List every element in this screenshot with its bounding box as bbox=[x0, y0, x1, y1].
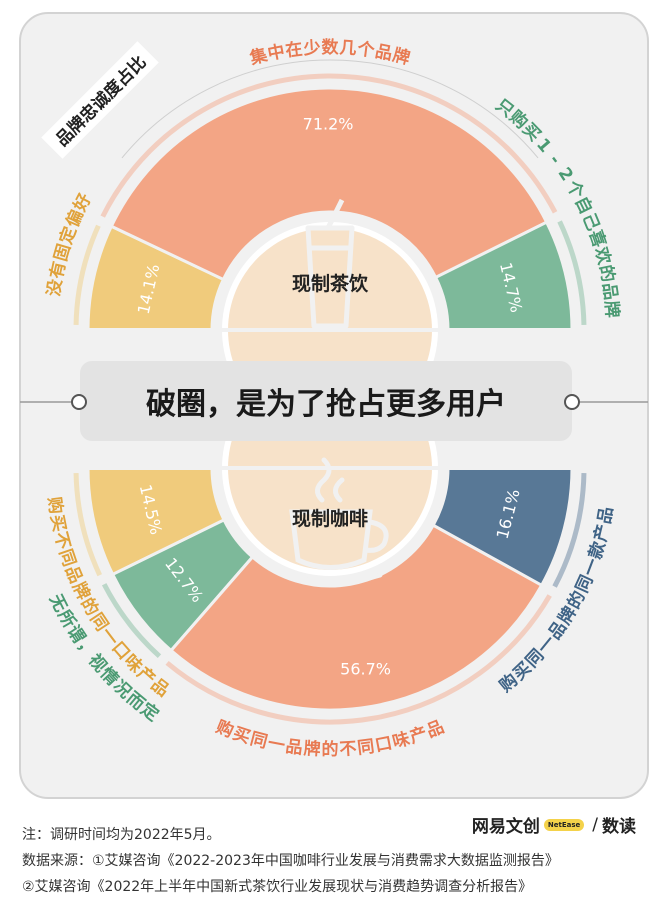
tea-cup-icon bbox=[305, 198, 355, 329]
category-label-char: 同 bbox=[55, 547, 79, 570]
category-label-char: 品 bbox=[598, 282, 620, 302]
category-label-char: 同 bbox=[356, 737, 375, 759]
category-label-char: 买 bbox=[230, 724, 252, 748]
category-label-char: 品 bbox=[61, 563, 86, 586]
coffee-value-label: 56.7% bbox=[340, 659, 391, 678]
category-label-char: 中 bbox=[266, 41, 287, 65]
coffee-center-label: 现制咖啡 bbox=[292, 507, 368, 530]
category-label-char: 购 bbox=[43, 496, 66, 516]
category-label-char: 个 bbox=[355, 38, 377, 61]
category-label-char: 有 bbox=[46, 259, 70, 280]
category-label-char: 买 bbox=[46, 513, 69, 534]
category-label-char: 品 bbox=[595, 505, 618, 525]
brand-name-1: 网易文创 bbox=[471, 817, 540, 837]
guide-arc bbox=[552, 473, 587, 588]
guide-arc bbox=[101, 583, 162, 659]
headline-banner: 破圈，是为了抢占更多用户 bbox=[80, 361, 572, 441]
category-label-char: 牌 bbox=[390, 44, 412, 69]
footer-note: 注：调研时间均为2022年5月。 bbox=[22, 827, 221, 843]
category-label-char: 数 bbox=[322, 37, 340, 58]
category-label-char: 喜 bbox=[585, 228, 609, 251]
category-label-char: 偏 bbox=[62, 207, 88, 231]
category-label-char: 同 bbox=[572, 572, 597, 596]
category-label-char: 一 bbox=[266, 733, 286, 756]
brand-mid: NetEase bbox=[543, 818, 585, 831]
category-label-char: 牌 bbox=[303, 738, 321, 760]
category-label-char: 款 bbox=[585, 538, 610, 561]
category-label-char: 欢 bbox=[590, 244, 615, 268]
category-label-char: 几 bbox=[339, 38, 357, 59]
footer-source-2: ②艾媒咨询《2022年上半年中国新式茶饮行业发展现状与消费趋势调查分析报告》 bbox=[22, 879, 533, 895]
headline-text: 破圈，是为了抢占更多用户 bbox=[146, 387, 506, 422]
category-label-char: 品 bbox=[424, 717, 447, 742]
category-label-char: 的 bbox=[322, 739, 339, 760]
category-label-char: 产 bbox=[407, 723, 430, 748]
guide-arc bbox=[100, 73, 558, 218]
category-label-char: 品 bbox=[373, 42, 393, 65]
guide-arc bbox=[165, 594, 552, 725]
category-label-char: 少 bbox=[302, 38, 321, 59]
footer-source-1: 数据来源：①艾媒咨询《2022-2023年中国咖啡行业发展与消费需求大数据监测报… bbox=[22, 853, 559, 869]
guide-arc bbox=[73, 224, 101, 325]
category-label-char: 不 bbox=[50, 530, 74, 552]
category-label-char: 同 bbox=[248, 729, 270, 753]
category-label-char: 不 bbox=[339, 739, 357, 760]
guide-arc bbox=[557, 220, 587, 325]
tea-slice bbox=[109, 86, 549, 282]
category-label-char: 味 bbox=[390, 728, 412, 753]
tea-center-label: 现制茶饮 bbox=[292, 272, 369, 295]
category-label-char: 的 bbox=[595, 263, 619, 284]
category-label-char: 定 bbox=[55, 224, 81, 247]
category-label-char: 一 bbox=[579, 556, 604, 579]
coffee-cup-icon bbox=[283, 457, 389, 585]
category-label-char: 品 bbox=[284, 737, 303, 759]
category-label-char: 没 bbox=[44, 277, 66, 298]
brand-logo: 网易文创 NetEase / 数读 bbox=[471, 812, 636, 838]
category-label-char: 购 bbox=[213, 716, 237, 742]
category-label-char: 己 bbox=[578, 210, 603, 233]
guide-arc bbox=[73, 473, 102, 577]
category-label-char: 在 bbox=[284, 38, 304, 61]
category-label-char: 集 bbox=[247, 44, 271, 69]
tea-value-label: 71.2% bbox=[303, 115, 354, 134]
category-label-char: 口 bbox=[373, 733, 393, 756]
coffee-slice bbox=[168, 523, 544, 712]
category-label-char: 牌 bbox=[601, 300, 623, 319]
category-label-char: 产 bbox=[590, 522, 614, 543]
brand-name-2: 数读 bbox=[602, 817, 636, 837]
category-label-char: 固 bbox=[51, 242, 75, 264]
